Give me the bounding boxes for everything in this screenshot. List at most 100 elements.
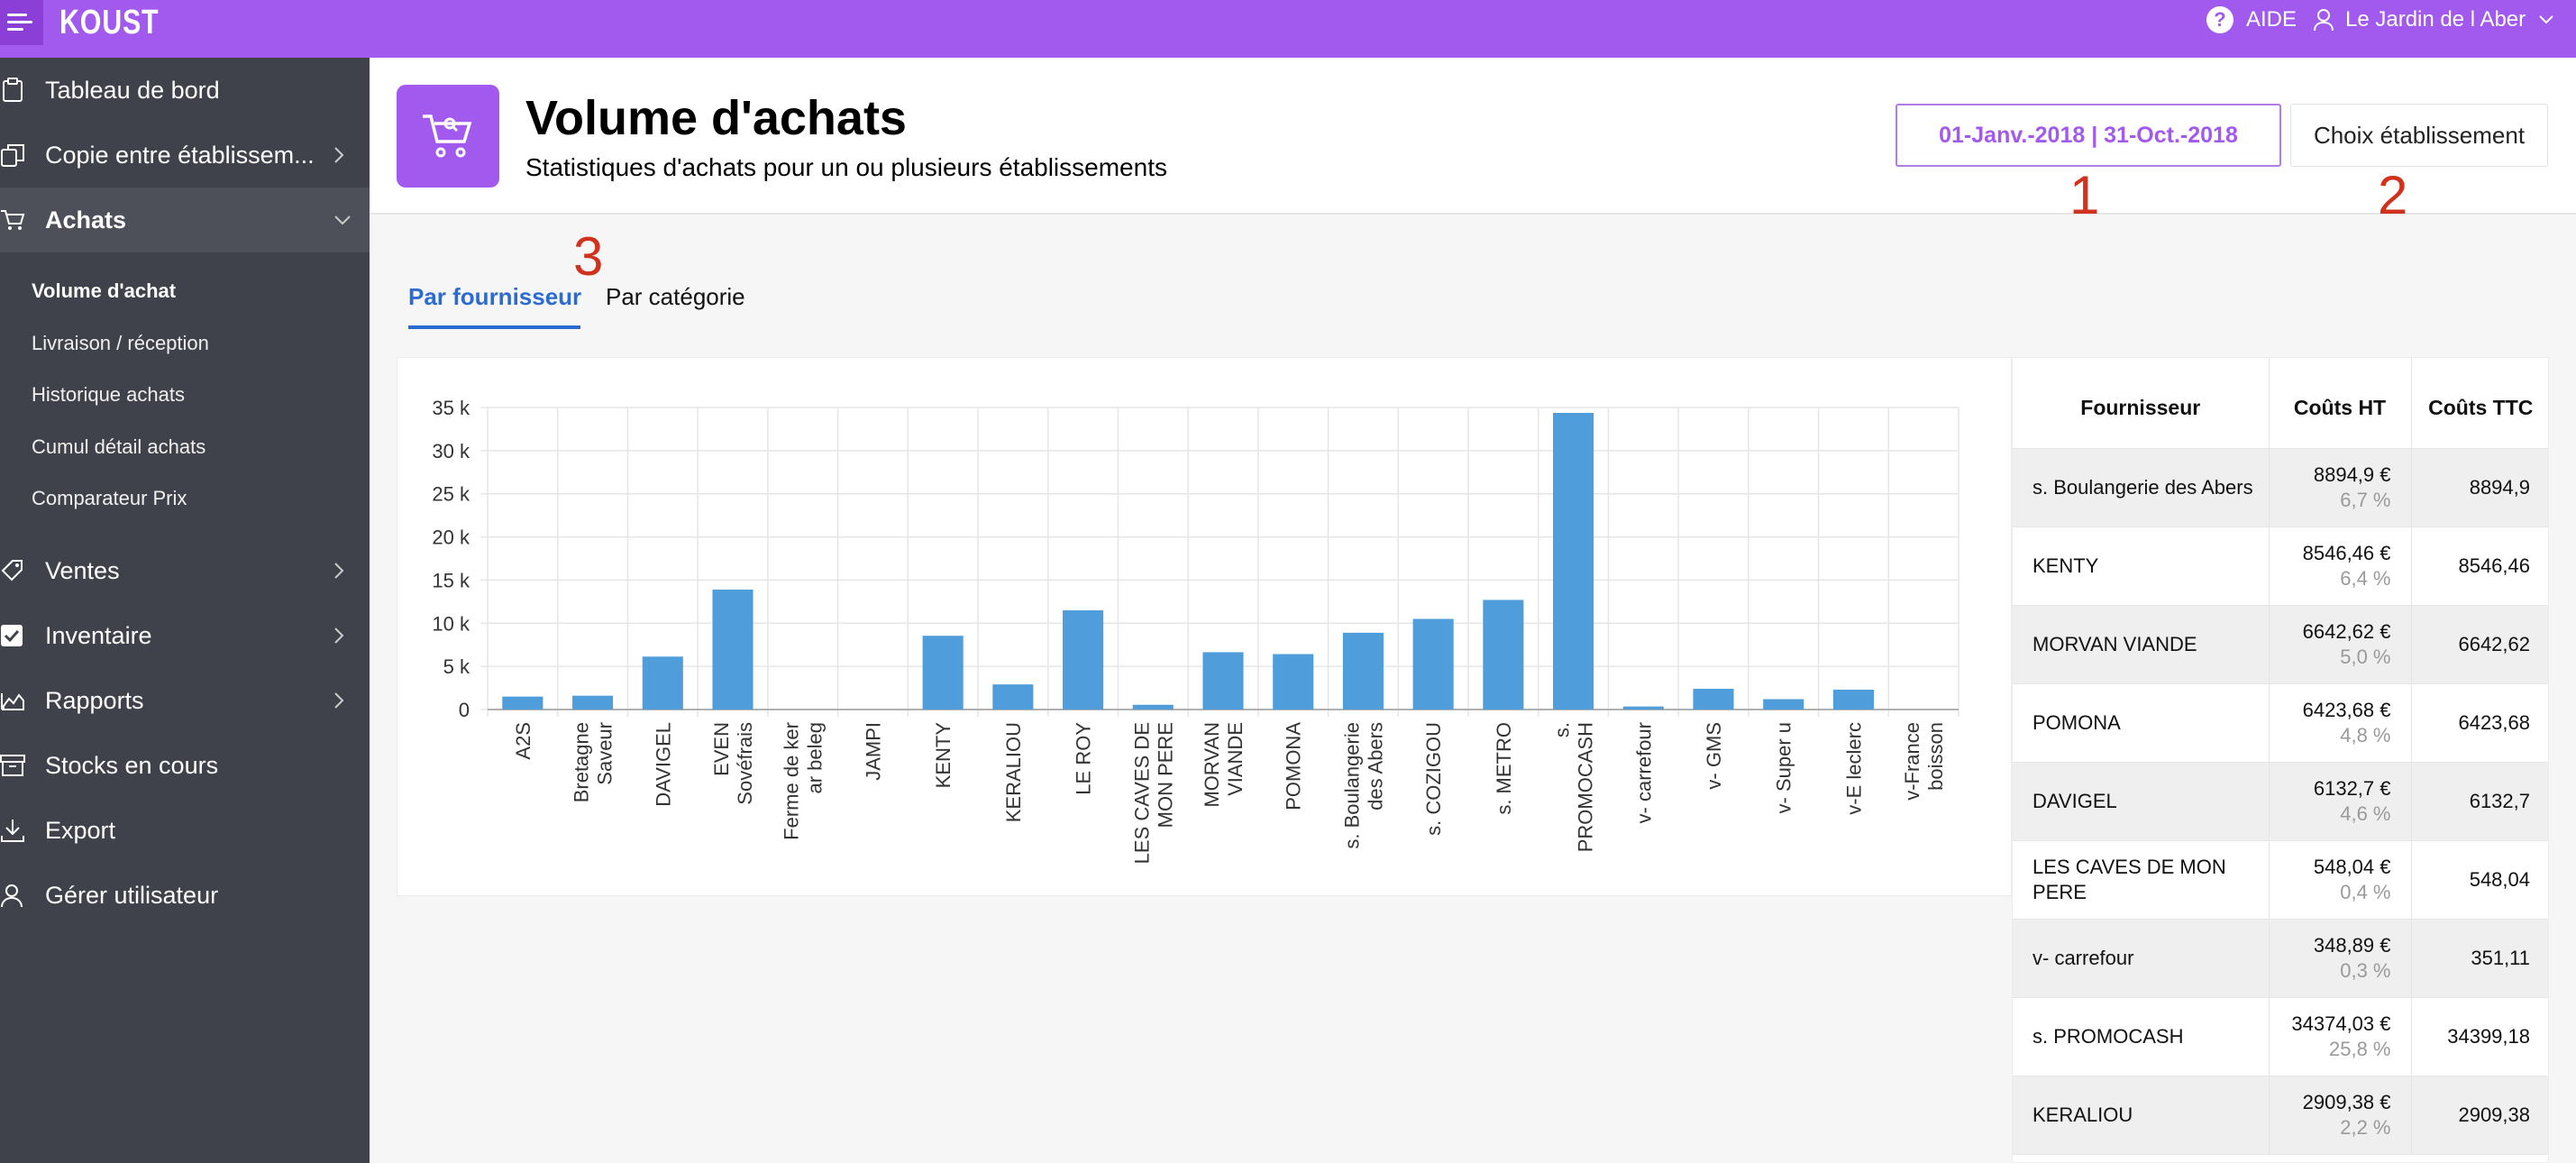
sidebar-item-rapports[interactable]: Rapports: [0, 668, 370, 733]
chart-bar: [1412, 618, 1454, 710]
chevron-right-icon: [334, 627, 344, 644]
table-row[interactable]: s. Boulangerie des Abers 8894,9 €6,7 % 8…: [2013, 448, 2548, 527]
x-tick-label: s.: [1551, 722, 1574, 737]
chart-bar: [502, 696, 544, 710]
cell-couts-ht: 6132,7 €4,6 %: [2269, 762, 2412, 841]
chart-bar: [1132, 704, 1174, 710]
chart-bar: [1693, 689, 1734, 710]
sidebar-subitem-cumul[interactable]: Cumul détail achats: [32, 435, 206, 458]
help-label: AIDE: [2246, 7, 2297, 32]
cell-fournisseur: LES CAVES DE MON PERE: [2013, 840, 2270, 920]
x-tick-label: v- Super u: [1773, 722, 1795, 814]
tab-active-indicator: [408, 325, 580, 329]
sidebar-item-export[interactable]: Export: [0, 798, 370, 863]
cell-ht-percent: 4,8 %: [2340, 723, 2391, 746]
chart-area-icon: [1, 693, 24, 710]
app-logo[interactable]: KOUST: [59, 4, 160, 41]
sidebar-item-gerer-utilisateur[interactable]: Gérer utilisateur: [0, 863, 370, 928]
sidebar-item-label: Export: [45, 816, 116, 844]
cell-couts-ht: 2909,38 €2,2 %: [2269, 1076, 2412, 1155]
table-row[interactable]: s. PROMOCASH 34374,03 €25,8 % 34399,18: [2013, 997, 2548, 1076]
sidebar-subitem-comparateur[interactable]: Comparateur Prix: [32, 487, 187, 509]
x-tick-label: v- carrefour: [1632, 722, 1655, 823]
establishment-choice-button[interactable]: Choix établissement: [2290, 104, 2548, 167]
sidebar-item-label: Ventes: [45, 556, 120, 584]
user-menu[interactable]: Le Jardin de l Aber: [2313, 0, 2565, 40]
cell-ht-percent: 6,4 %: [2340, 566, 2391, 590]
column-header-couts-ht[interactable]: Coûts HT: [2269, 358, 2412, 449]
sidebar-item-ventes[interactable]: Ventes: [0, 538, 370, 603]
x-tick-label: s. Boulangerie: [1340, 722, 1363, 849]
table-row[interactable]: v- carrefour 348,89 €0,3 % 351,11: [2013, 919, 2548, 998]
x-tick-label: v-France: [1901, 722, 1923, 801]
table-row[interactable]: MORVAN VIANDE 6642,62 €5,0 % 6642,62: [2013, 605, 2548, 684]
cart-icon: [1, 210, 25, 230]
y-tick-label: 35 k: [432, 397, 470, 419]
sidebar-item-label: Tableau de bord: [45, 76, 220, 104]
user-icon: [1, 884, 23, 908]
chevron-down-icon: [334, 215, 351, 225]
column-header-couts-ttc[interactable]: Coûts TTC: [2411, 358, 2548, 449]
table-header-row: Fournisseur Coûts HT Coûts TTC: [2013, 358, 2548, 449]
cell-ht-value: 8894,9 €: [2313, 462, 2391, 486]
annotation-number: 3: [573, 226, 604, 287]
cell-couts-ht: 8894,9 €6,7 %: [2269, 448, 2412, 527]
sidebar-item-label: Rapports: [45, 686, 144, 714]
x-tick-label: des Abers: [1364, 722, 1386, 810]
user-name: Le Jardin de l Aber: [2345, 7, 2526, 32]
cell-fournisseur: v- carrefour: [2013, 919, 2270, 998]
cell-couts-ttc: 6423,68: [2411, 683, 2548, 763]
tab-par-categorie[interactable]: Par catégorie: [606, 283, 745, 310]
chart-bar: [1202, 652, 1244, 710]
column-header-fournisseur[interactable]: Fournisseur: [2013, 358, 2270, 449]
cell-couts-ht: 548,04 €0,4 %: [2269, 840, 2412, 920]
chart-bar: [642, 656, 683, 710]
download-icon: [1, 820, 24, 842]
date-range-button[interactable]: 01-Janv.-2018 | 31-Oct.-2018: [1895, 104, 2281, 167]
cell-couts-ht: 6642,62 €5,0 %: [2269, 605, 2412, 684]
top-bar: KOUST ? AIDE Le Jardin de l Aber: [0, 0, 2576, 58]
x-tick-label: v- GMS: [1703, 722, 1725, 790]
cell-couts-ht: 348,89 €0,3 %: [2269, 919, 2412, 998]
sidebar-item-tableau-de-bord[interactable]: Tableau de bord: [0, 58, 370, 123]
sidebar-item-inventaire[interactable]: Inventaire: [0, 603, 370, 668]
x-tick-label: Sovéfrais: [734, 722, 756, 805]
sidebar-subitem-livraison[interactable]: Livraison / réception: [32, 332, 209, 354]
cell-fournisseur: KERALIOU: [2013, 1076, 2270, 1155]
chart-bar: [1553, 412, 1594, 710]
x-tick-label: Ferme de ker: [781, 722, 803, 840]
chevron-down-icon: [2539, 15, 2553, 24]
sidebar-item-copie[interactable]: Copie entre établissem...: [0, 123, 370, 188]
cell-fournisseur: s. Boulangerie des Abers: [2013, 448, 2270, 527]
table-row[interactable]: KERALIOU 2909,38 €2,2 % 2909,38: [2013, 1076, 2548, 1155]
table-row[interactable]: DAVIGEL 6132,7 €4,6 % 6132,7: [2013, 762, 2548, 841]
cell-ht-value: 2909,38 €: [2302, 1090, 2391, 1113]
x-tick-label: POMONA: [1283, 722, 1305, 810]
cell-couts-ht: 6423,68 €4,8 %: [2269, 683, 2412, 763]
tab-par-fournisseur[interactable]: Par fournisseur: [408, 283, 582, 310]
x-tick-label: MORVAN: [1201, 722, 1223, 808]
table-row[interactable]: POMONA 6423,68 €4,8 % 6423,68: [2013, 683, 2548, 763]
tag-icon: [1, 560, 23, 582]
help-link[interactable]: ? AIDE: [2206, 0, 2297, 40]
sidebar-subitem-historique[interactable]: Historique achats: [32, 383, 185, 406]
cell-couts-ttc: 8546,46: [2411, 527, 2548, 606]
page-subtitle: Statistiques d'achats pour un ou plusieu…: [525, 153, 1167, 181]
y-tick-label: 30 k: [432, 440, 470, 462]
sidebar-item-stocks[interactable]: Stocks en cours: [0, 733, 370, 798]
table-row[interactable]: LES CAVES DE MON PERE 548,04 €0,4 % 548,…: [2013, 840, 2548, 920]
x-tick-label: DAVIGEL: [652, 722, 674, 807]
x-tick-label: v-E leclerc: [1842, 722, 1865, 815]
shopping-cart-icon: [397, 85, 499, 188]
copy-icon: [1, 144, 24, 167]
x-tick-label: s. METRO: [1493, 722, 1515, 815]
sidebar-subitem-volume-achat[interactable]: Volume d'achat: [32, 279, 177, 302]
sidebar-item-label: Achats: [45, 206, 127, 234]
menu-icon[interactable]: [0, 0, 43, 45]
chart-bar: [1622, 706, 1664, 710]
x-tick-label: boisson: [1924, 722, 1947, 791]
sidebar-item-achats[interactable]: Achats: [0, 188, 370, 252]
table-row[interactable]: KENTY 8546,46 €6,4 % 8546,46: [2013, 527, 2548, 606]
sidebar-item-label: Copie entre établissem...: [45, 141, 315, 169]
